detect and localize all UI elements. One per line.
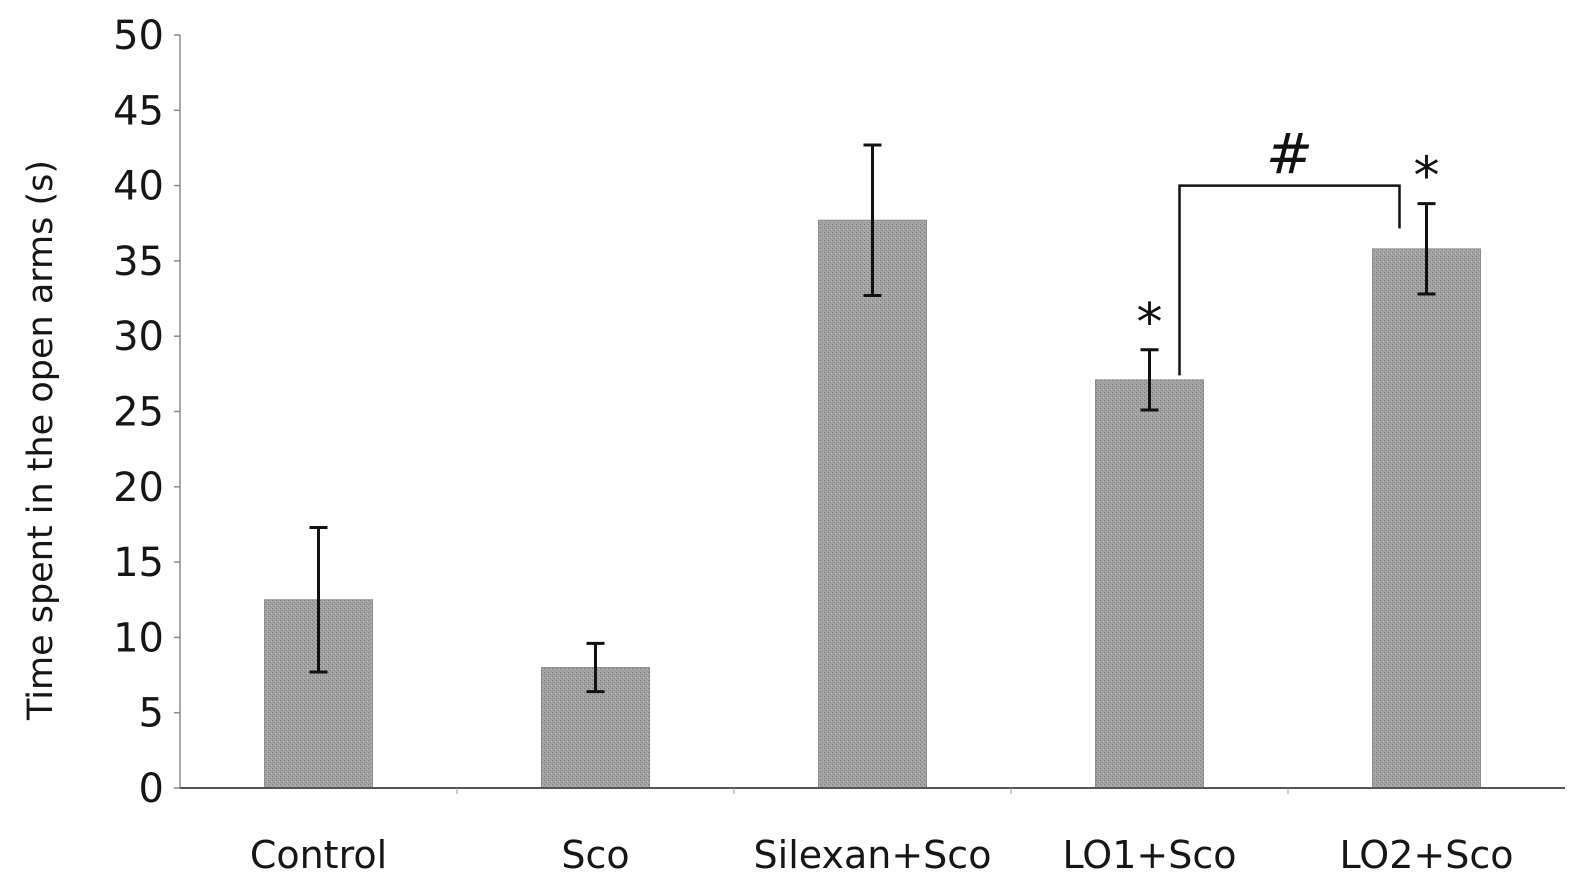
significance-hash: #: [1266, 123, 1313, 188]
y-tick-label: 50: [113, 13, 164, 59]
y-tick-label: 5: [139, 691, 164, 737]
bar-lo1-sco: [1095, 379, 1204, 789]
bar-lo2-sco: [1372, 248, 1481, 789]
x-category-label: Sco: [561, 833, 629, 877]
bars: [264, 219, 1481, 789]
significance-star: *: [1137, 293, 1163, 353]
significance-star: *: [1414, 147, 1440, 207]
y-tick-label: 0: [139, 766, 164, 812]
y-tick-label: 40: [113, 164, 164, 210]
y-tick-label: 35: [113, 239, 164, 285]
y-tick-label: 25: [113, 390, 164, 436]
bar-silexan-sco: [818, 219, 927, 789]
y-axis: 0 5 10 15 20 25 30 35 40 45 50: [113, 13, 181, 812]
y-tick-label: 30: [113, 314, 164, 360]
x-category-label: Control: [250, 833, 387, 877]
y-tick-label: 45: [113, 88, 164, 134]
x-category-label: LO2+Sco: [1339, 833, 1513, 877]
x-category-label: LO1+Sco: [1062, 833, 1236, 877]
y-tick-label: 10: [113, 615, 164, 661]
y-tick-label: 20: [113, 465, 164, 511]
y-axis-title: Time spent in the open arms (s): [21, 160, 61, 721]
y-tick-label: 15: [113, 540, 164, 586]
x-category-label: Silexan+Sco: [754, 833, 992, 877]
error-bars: [309, 143, 1436, 694]
significance-annotations: * * #: [1137, 123, 1440, 376]
significance-bracket: [1178, 184, 1401, 376]
x-axis: Control Sco Silexan+Sco LO1+Sco LO2+Sco: [180, 787, 1565, 877]
